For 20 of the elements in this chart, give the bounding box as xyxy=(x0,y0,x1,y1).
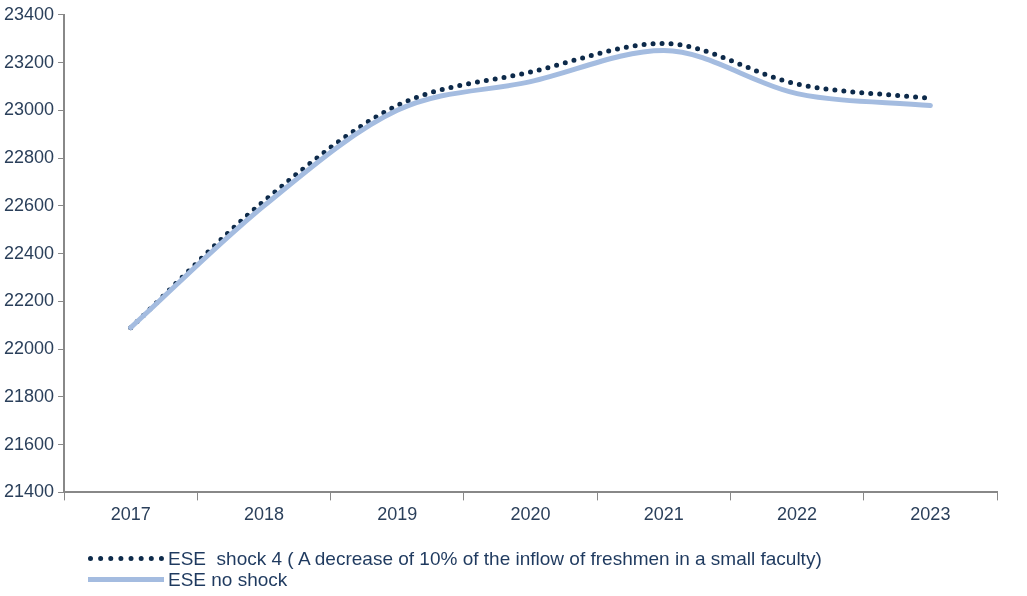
legend-label: ESE no shock xyxy=(168,569,288,590)
x-tick-label: 2018 xyxy=(243,504,284,525)
y-tick-label: 23400 xyxy=(3,3,55,24)
legend-label: ESE shock 4 ( A decrease of 10% of the inflow of freshmen in a small faculty) xyxy=(168,548,822,569)
x-tick-label: 2020 xyxy=(510,504,551,525)
y-tick-label: 22800 xyxy=(3,147,55,168)
y-tick-label: 23200 xyxy=(3,51,55,72)
y-tick-label: 21800 xyxy=(3,385,55,406)
x-tick-label: 2023 xyxy=(910,504,951,525)
x-tick-label: 2021 xyxy=(643,504,684,525)
y-tick-label: 22600 xyxy=(3,194,55,215)
x-tick-label: 2017 xyxy=(110,504,151,525)
y-tick-label: 22000 xyxy=(3,338,55,359)
y-tick-label: 21400 xyxy=(3,481,55,502)
y-tick-label: 22200 xyxy=(3,290,55,311)
x-tick-label: 2022 xyxy=(777,504,818,525)
y-tick-label: 23000 xyxy=(3,99,55,120)
x-tick-label: 2019 xyxy=(377,504,418,525)
y-tick-label: 21600 xyxy=(3,433,55,454)
y-tick-label: 22400 xyxy=(3,242,55,263)
